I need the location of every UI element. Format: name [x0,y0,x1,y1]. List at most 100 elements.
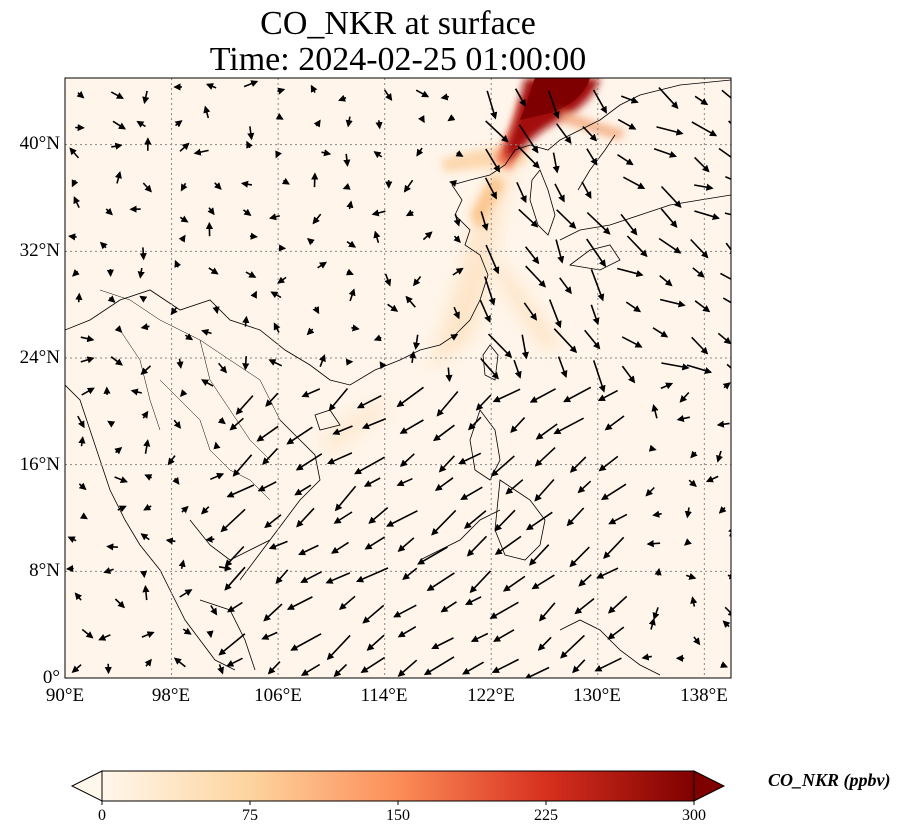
wind-arrow [534,447,556,467]
wind-arrow [333,663,348,678]
wind-arrow [694,156,710,173]
wind-arrow [173,657,186,668]
wind-arrow [563,386,592,403]
wind-arrow [694,95,709,106]
co-plume [320,78,625,455]
wind-arrow [453,306,460,320]
wind-arrow [275,113,284,120]
wind-arrow [692,267,705,278]
wind-arrow [652,327,669,338]
wind-arrow [264,514,282,529]
wind-arrow [603,536,625,559]
wind-arrow [139,295,148,303]
wind-arrow [224,545,245,567]
wind-arrow [453,214,461,227]
wind-arrow [386,510,418,527]
wind-arrow [409,350,417,363]
wind-arrow [529,388,556,403]
wind-arrow [220,508,246,533]
wind-arrow [262,448,278,465]
wind-arrow [554,183,565,203]
wind-arrow [653,148,677,158]
wind-arrow [249,232,258,240]
wind-arrow [534,478,555,502]
lon-tick-label: 90°E [45,685,85,706]
wind-arrow [548,299,562,329]
wind-arrow [80,335,95,343]
wind-arrow [312,306,320,315]
wind-arrow [397,537,415,552]
wind-arrow [310,84,318,93]
wind-arrow [486,90,498,120]
wind-arrow [110,91,124,99]
wind-arrow [242,356,250,371]
wind-arrow [136,120,146,128]
wind-arrow [268,540,288,550]
wind-arrow [572,659,586,674]
wind-arrow [721,89,731,99]
wind-arrow [617,118,637,130]
wind-arrow [426,572,455,591]
wind-arrow [256,425,279,442]
wind-arrow [296,507,315,528]
wind-arrow [690,238,709,259]
wind-arrow [555,123,572,144]
wind-arrow [217,664,225,675]
wind-arrow [348,288,356,302]
wind-arrow [716,450,723,463]
wind-arrow [560,634,585,659]
wind-arrow [338,94,347,102]
wind-arrow [334,485,357,512]
wind-arrow [140,533,150,541]
wind-arrow [178,234,186,243]
wind-arrow [346,240,357,248]
wind-arrow [722,620,731,628]
wind-arrow [556,209,577,229]
map-background [65,78,731,678]
wind-arrow [356,394,382,409]
wind-arrow [586,212,611,235]
wind-arrow [345,116,353,128]
wind-arrow [722,297,731,304]
wind-arrow [300,663,321,676]
wind-arrow [467,416,482,431]
wind-arrow [142,182,152,193]
wind-arrow [659,298,686,308]
wind-arrow [517,145,540,169]
wind-arrow [691,121,718,137]
wind-arrow [75,292,83,303]
wind-arrow [415,89,430,98]
wind-arrow [577,480,592,494]
wind-arrow [354,456,385,475]
wind-arrow [226,484,255,498]
wind-arrow [111,142,123,150]
wind-arrow [494,535,522,555]
wind-arrow [107,295,116,303]
wind-arrow [403,179,414,193]
wind-arrow [684,538,692,546]
wind-arrow [621,365,636,384]
wind-arrow [203,105,211,119]
wind-arrow [608,513,628,525]
wind-arrow [79,512,88,520]
wind-arrow [81,628,94,639]
wind-arrow [455,150,464,157]
wind-arrow [581,181,592,199]
wind-arrow [246,140,253,149]
wind-arrow [206,630,214,639]
wind-arrow [114,598,126,609]
wind-arrow [110,356,123,366]
wind-arrow [67,536,77,544]
wind-arrow [449,179,457,187]
wind-arrow [217,362,228,374]
wind-arrow [269,213,280,221]
wind-arrow [140,365,152,375]
wind-arrow [431,509,457,536]
wind-arrow [493,629,515,642]
wind-arrow [242,208,252,216]
wind-arrow [298,544,319,556]
wind-arrow [81,387,95,396]
wind-arrow [142,90,150,105]
wind-arrow [105,207,113,216]
